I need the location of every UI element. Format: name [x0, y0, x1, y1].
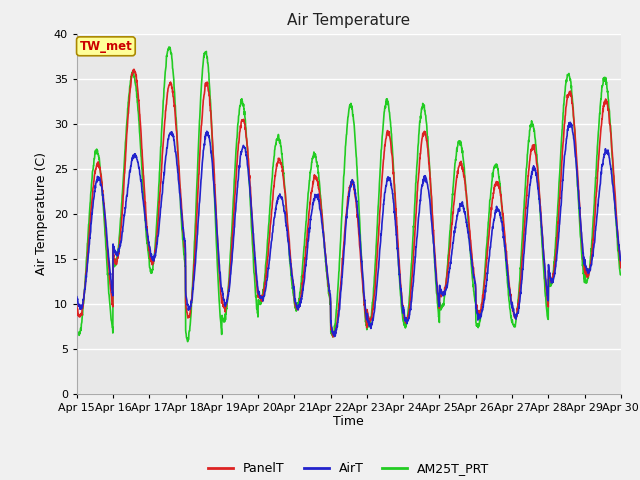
Text: TW_met: TW_met	[79, 40, 132, 53]
PanelT	[329, 334, 337, 340]
PanelT	[570, 108, 577, 113]
AM25T_PRT	[73, 327, 81, 333]
PanelT	[377, 195, 385, 201]
AirT	[584, 271, 592, 276]
AirT	[507, 298, 515, 304]
AirT	[566, 120, 574, 125]
AM25T_PRT	[617, 272, 625, 277]
AM25T_PRT	[365, 324, 372, 330]
AirT	[331, 334, 339, 339]
Y-axis label: Air Temperature (C): Air Temperature (C)	[35, 152, 48, 275]
AM25T_PRT	[570, 105, 577, 110]
AM25T_PRT	[184, 339, 191, 345]
AM25T_PRT	[377, 158, 385, 164]
Line: AM25T_PRT: AM25T_PRT	[77, 47, 621, 342]
Legend: PanelT, AirT, AM25T_PRT: PanelT, AirT, AM25T_PRT	[203, 457, 495, 480]
Line: AirT: AirT	[77, 122, 621, 336]
Title: Air Temperature: Air Temperature	[287, 13, 410, 28]
PanelT	[508, 298, 515, 304]
Line: PanelT: PanelT	[77, 69, 621, 337]
PanelT	[130, 66, 138, 72]
PanelT	[225, 284, 232, 289]
AM25T_PRT	[584, 275, 592, 281]
AirT	[570, 132, 577, 138]
AirT	[73, 294, 81, 300]
AM25T_PRT	[165, 44, 173, 50]
AirT	[365, 318, 372, 324]
AirT	[376, 240, 384, 246]
AM25T_PRT	[225, 277, 233, 283]
PanelT	[617, 265, 625, 271]
PanelT	[584, 272, 592, 278]
X-axis label: Time: Time	[333, 415, 364, 429]
AM25T_PRT	[508, 313, 515, 319]
PanelT	[365, 319, 372, 325]
PanelT	[73, 302, 81, 308]
AirT	[225, 291, 232, 297]
AirT	[617, 258, 625, 264]
